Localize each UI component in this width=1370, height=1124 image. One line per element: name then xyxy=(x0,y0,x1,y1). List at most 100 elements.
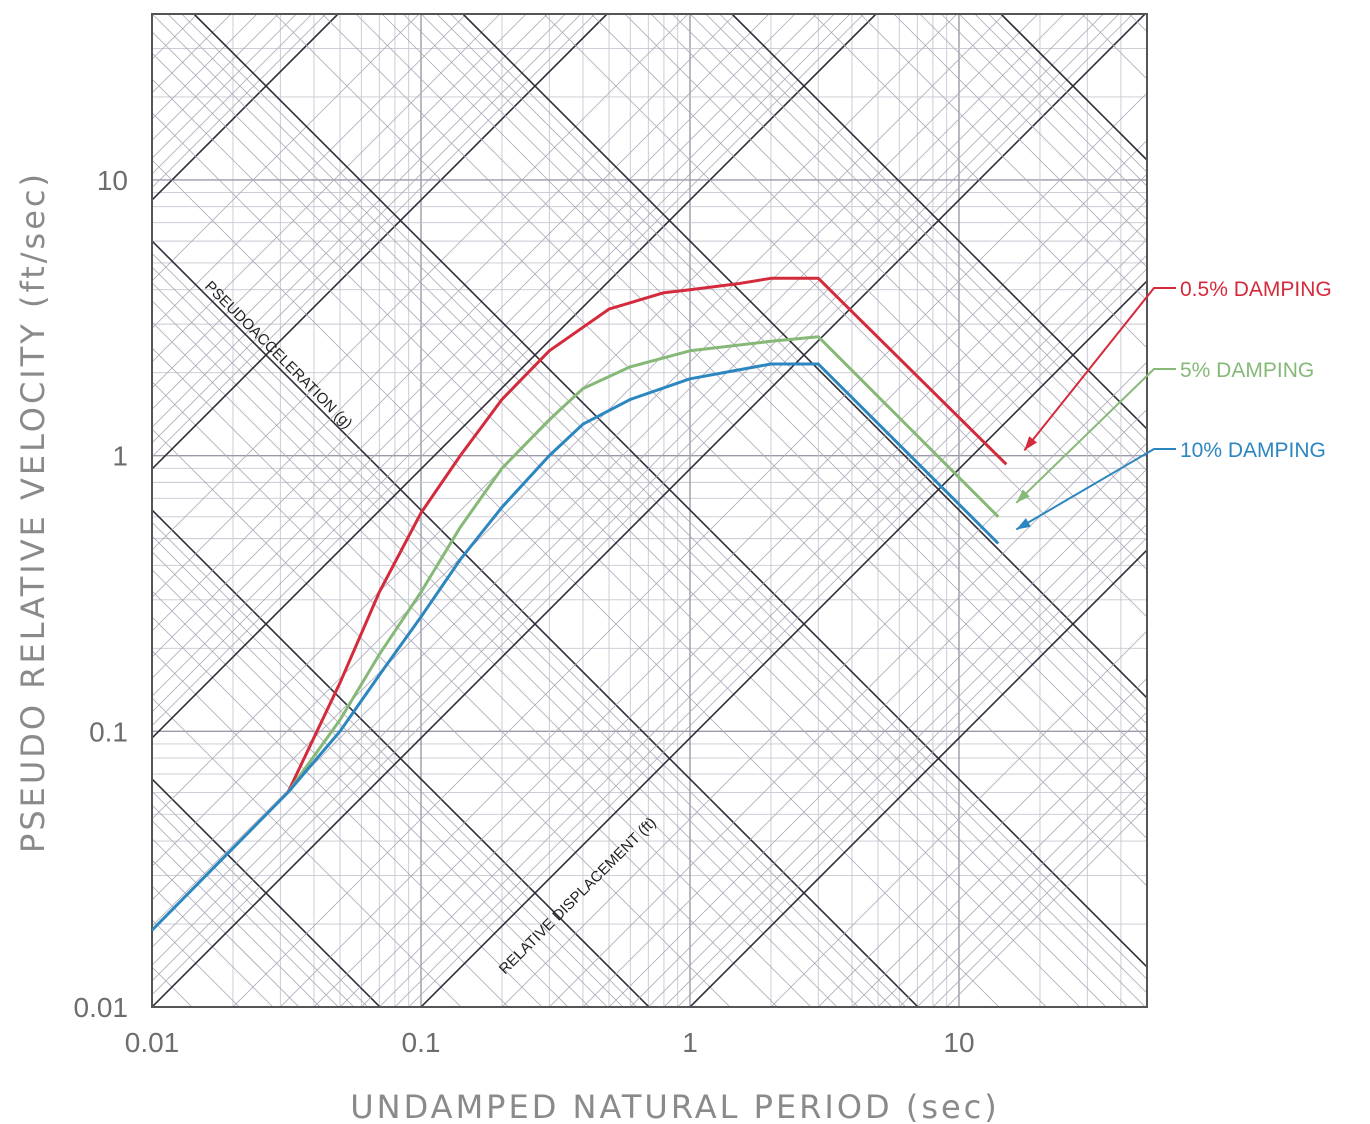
legend-arrow-head xyxy=(1024,436,1037,451)
legend-leader-line xyxy=(1015,368,1176,504)
legend-leader-line xyxy=(1023,287,1176,451)
grid-line-diagonal-displacement xyxy=(152,282,877,1007)
grid-line-diagonal-displacement xyxy=(152,112,1047,1007)
grid-line-diagonal-displacement xyxy=(152,820,339,1007)
grid-line-diagonal-displacement xyxy=(1128,14,1147,33)
grid-line-diagonal-displacement xyxy=(624,14,1147,537)
grid-line-diagonal-displacement xyxy=(193,14,1147,969)
grid-line-diagonal-displacement xyxy=(958,14,1147,203)
legend-arrow-head xyxy=(1016,518,1031,530)
grid-line-diagonal-displacement xyxy=(1000,14,1147,162)
grid-line-diagonal-displacement xyxy=(152,252,907,1007)
grid-line-diagonal-displacement xyxy=(1189,14,1370,1017)
x-tick-labels: 0.01 0.1 1 10 xyxy=(125,1027,975,1058)
grid-line-diagonal-acceleration xyxy=(629,489,1147,1007)
grid-line-diagonal-acceleration xyxy=(360,220,1147,1007)
y-tick-label: 1 xyxy=(112,441,128,472)
legend-label: 0.5% DAMPING xyxy=(1180,278,1332,301)
grid-line-diagonal-displacement xyxy=(436,14,1147,725)
grid-line-diagonal-acceleration xyxy=(898,758,1147,1007)
grid-line-diagonal-displacement xyxy=(940,14,1147,221)
grid-line-diagonal-displacement xyxy=(919,14,1147,242)
grid-line-diagonal-acceleration xyxy=(279,139,1147,1007)
legend: 0.5% DAMPING 5% DAMPING 10% DAMPING xyxy=(1015,278,1332,531)
grid-line-diagonal-displacement xyxy=(152,650,509,1007)
grid-line-diagonal-displacement xyxy=(402,14,1147,759)
grid-line-diagonal-acceleration xyxy=(688,548,1147,1007)
grid-line-diagonal-displacement xyxy=(152,159,1000,1007)
x-tick-label: 0.1 xyxy=(402,1027,441,1058)
grid-line-diagonal-acceleration xyxy=(152,14,1065,927)
x-tick-label: 0.01 xyxy=(125,1027,180,1058)
grid-line-diagonal-displacement xyxy=(274,14,1147,887)
grid-line-diagonal-acceleration xyxy=(608,468,1147,1007)
grid-line-diagonal-acceleration xyxy=(394,254,1147,1007)
grid-line-diagonal-displacement xyxy=(152,347,812,1007)
grid-line-diagonal-displacement xyxy=(355,14,1147,806)
grid-line-diagonal-displacement xyxy=(1244,14,1370,1017)
grid-line-diagonal-displacement xyxy=(152,777,382,1007)
grid-line-diagonal-acceleration xyxy=(232,92,1147,1007)
series-line xyxy=(286,335,1000,794)
grid-line-diagonal-acceleration xyxy=(501,361,1147,1007)
grid-line-diagonal-acceleration xyxy=(152,14,548,410)
grid-line-diagonal-displacement xyxy=(1163,14,1370,1017)
grid-line-diagonal-displacement xyxy=(860,14,1147,302)
grid-line-diagonal-acceleration xyxy=(152,14,736,598)
grid-line-diagonal-displacement xyxy=(689,14,1147,472)
grid-line-diagonal-displacement xyxy=(152,535,624,1007)
grid-line-diagonal-displacement xyxy=(1258,14,1370,1017)
legend-arrow-head xyxy=(1016,489,1030,503)
grid-line-diagonal-acceleration xyxy=(152,14,1104,966)
grid-line-diagonal-acceleration xyxy=(152,14,958,820)
grid-line-diagonal-acceleration xyxy=(152,14,1086,948)
grid-line-diagonal-acceleration xyxy=(152,14,595,458)
grid-line-diagonal-acceleration xyxy=(152,14,689,551)
grid-line-diagonal-acceleration xyxy=(152,14,608,471)
grid-line-diagonal-acceleration xyxy=(339,199,1147,1007)
grid-line-diagonal-displacement xyxy=(152,31,1128,1007)
grid-line-diagonal-acceleration xyxy=(677,537,1147,1007)
grid-line-diagonal-acceleration xyxy=(152,14,1133,996)
grid-line-diagonal-acceleration xyxy=(0,14,9,1017)
grid-line-diagonal-displacement xyxy=(812,14,1147,349)
grid-line-diagonal-acceleration xyxy=(152,14,851,713)
grid-line-diagonal-displacement xyxy=(152,381,778,1007)
grid-line-diagonal-acceleration xyxy=(152,14,527,389)
grid-line-diagonal-acceleration xyxy=(647,507,1147,1007)
grid-line-diagonal-acceleration xyxy=(378,238,1147,1007)
grid-line-diagonal-acceleration xyxy=(419,279,1147,1007)
grid-line-diagonal-acceleration xyxy=(408,268,1147,1007)
grid-line-diagonal-displacement xyxy=(731,14,1147,431)
y-tick-label: 0.01 xyxy=(74,992,129,1023)
grid-line-diagonal-acceleration xyxy=(877,737,1147,1007)
y-tick-label: 0.1 xyxy=(89,716,128,747)
grid-line-diagonal-acceleration xyxy=(152,14,1039,901)
series-layer xyxy=(152,276,1008,932)
grid-line-diagonal-acceleration xyxy=(152,14,339,202)
grid-line-diagonal-acceleration xyxy=(313,173,1147,1007)
grid-line-diagonal-displacement xyxy=(152,266,893,1007)
grid-line-diagonal-acceleration xyxy=(152,14,1120,982)
grid-line-diagonal-acceleration xyxy=(152,14,326,189)
grid-line-diagonal-acceleration xyxy=(152,14,420,282)
grid-line-diagonal-acceleration xyxy=(770,630,1147,1007)
y-axis-title: PSEUDO RELATIVE VELOCITY (ft/sec) xyxy=(14,171,52,853)
series-line xyxy=(286,276,1008,794)
grid-line-diagonal-acceleration xyxy=(152,14,582,444)
grid-line-diagonal-displacement xyxy=(1210,14,1370,1017)
grid-line-diagonal-displacement xyxy=(152,78,1081,1007)
tripartite-grid xyxy=(0,14,1370,1017)
x-tick-label: 1 xyxy=(682,1027,698,1058)
grid-line-diagonal-displacement xyxy=(893,14,1147,268)
grid-line-diagonal-displacement xyxy=(0,14,14,1017)
grid-line-diagonal-acceleration xyxy=(916,776,1147,1007)
grid-line-diagonal-displacement xyxy=(322,14,1147,840)
grid-line-diagonal-acceleration xyxy=(152,14,566,428)
grid-line-diagonal-displacement xyxy=(1228,14,1370,1017)
grid-line-diagonal-displacement xyxy=(152,428,731,1007)
grid-line-diagonal-displacement xyxy=(450,14,1147,711)
grid-line-diagonal-displacement xyxy=(420,14,1147,741)
grid-line-diagonal-displacement xyxy=(152,508,651,1007)
